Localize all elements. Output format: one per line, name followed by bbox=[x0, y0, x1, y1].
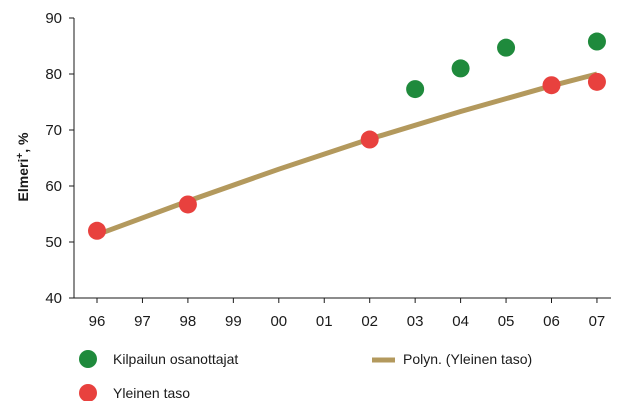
legend-marker-yleinen-taso bbox=[79, 384, 97, 401]
legend-label-yleinen-taso: Yleinen taso bbox=[113, 385, 190, 401]
point-yleinen-taso bbox=[360, 130, 379, 149]
y-tick-label: 90 bbox=[45, 10, 62, 27]
y-axis-title-unit: , % bbox=[15, 132, 31, 153]
y-axis-title: Elmeri+, % bbox=[15, 132, 31, 201]
y-tick-label: 60 bbox=[45, 178, 62, 195]
y-tick-label: 80 bbox=[45, 66, 62, 83]
point-yleinen-taso bbox=[88, 221, 106, 240]
point-kilpailun-osanottajat bbox=[451, 59, 470, 78]
y-tick-label: 50 bbox=[45, 234, 62, 251]
legend-label-kilpailun-osanottajat: Kilpailun osanottajat bbox=[113, 351, 238, 367]
x-tick-label: 97 bbox=[134, 313, 151, 330]
x-tick-label: 04 bbox=[452, 313, 469, 330]
legend-label-trendline: Polyn. (Yleinen taso) bbox=[403, 351, 532, 367]
points-layer bbox=[88, 32, 606, 240]
x-tick-label: 06 bbox=[543, 313, 560, 330]
point-yleinen-taso bbox=[542, 76, 561, 95]
point-yleinen-taso bbox=[587, 72, 606, 91]
point-kilpailun-osanottajat bbox=[497, 38, 516, 57]
x-tick-label: 03 bbox=[407, 313, 424, 330]
point-kilpailun-osanottajat bbox=[587, 32, 606, 51]
y-axis-title-superscript: + bbox=[15, 153, 26, 159]
y-axis-title-text: Elmeri bbox=[15, 159, 31, 202]
point-kilpailun-osanottajat bbox=[406, 80, 425, 99]
trendline-yleinen-taso bbox=[96, 71, 598, 238]
y-tick-label: 40 bbox=[45, 290, 62, 307]
axes: 40 50 60 70 80 90 96 97 98 99 00 01 02 03 04 05 06 07 bbox=[45, 10, 611, 330]
x-tick-label: 02 bbox=[361, 313, 378, 330]
legend-marker-kilpailun-osanottajat bbox=[79, 350, 97, 368]
x-tick-label: 05 bbox=[498, 313, 515, 330]
x-tick-label: 99 bbox=[225, 313, 242, 330]
point-yleinen-taso bbox=[178, 195, 197, 214]
legend: Kilpailun osanottajat Yleinen taso Polyn. … bbox=[79, 350, 532, 401]
trendline-layer bbox=[96, 71, 598, 238]
x-tick-label: 96 bbox=[89, 313, 106, 330]
x-tick-label: 07 bbox=[589, 313, 606, 330]
x-tick-label: 98 bbox=[180, 313, 197, 330]
x-tick-label: 00 bbox=[270, 313, 287, 330]
x-tick-label: 01 bbox=[316, 313, 333, 330]
y-tick-label: 70 bbox=[45, 122, 62, 139]
